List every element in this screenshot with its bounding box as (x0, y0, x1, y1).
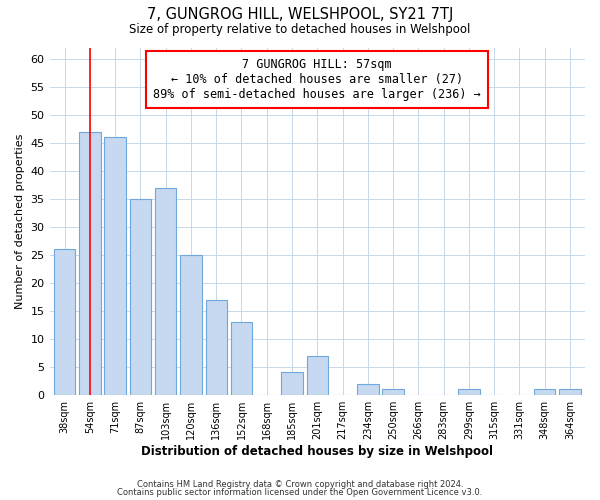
Bar (357, 384, 379, 394)
Text: 7 GUNGROG HILL: 57sqm
← 10% of detached houses are smaller (27)
89% of semi-deta: 7 GUNGROG HILL: 57sqm ← 10% of detached … (154, 58, 481, 101)
Bar (382, 389, 404, 394)
Text: Size of property relative to detached houses in Welshpool: Size of property relative to detached ho… (130, 22, 470, 36)
Y-axis label: Number of detached properties: Number of detached properties (15, 134, 25, 309)
Bar (281, 372, 303, 394)
Bar (231, 322, 252, 394)
Bar (534, 389, 556, 394)
Bar (155, 188, 176, 394)
Text: 7, GUNGROG HILL, WELSHPOOL, SY21 7TJ: 7, GUNGROG HILL, WELSHPOOL, SY21 7TJ (147, 8, 453, 22)
X-axis label: Distribution of detached houses by size in Welshpool: Distribution of detached houses by size … (141, 444, 493, 458)
Bar (559, 389, 581, 394)
Bar (104, 137, 126, 394)
Bar (206, 300, 227, 394)
Bar (458, 389, 479, 394)
Bar (54, 249, 76, 394)
Bar (180, 254, 202, 394)
Bar (130, 198, 151, 394)
Bar (79, 132, 101, 394)
Bar (307, 356, 328, 395)
Text: Contains HM Land Registry data © Crown copyright and database right 2024.: Contains HM Land Registry data © Crown c… (137, 480, 463, 489)
Text: Contains public sector information licensed under the Open Government Licence v3: Contains public sector information licen… (118, 488, 482, 497)
